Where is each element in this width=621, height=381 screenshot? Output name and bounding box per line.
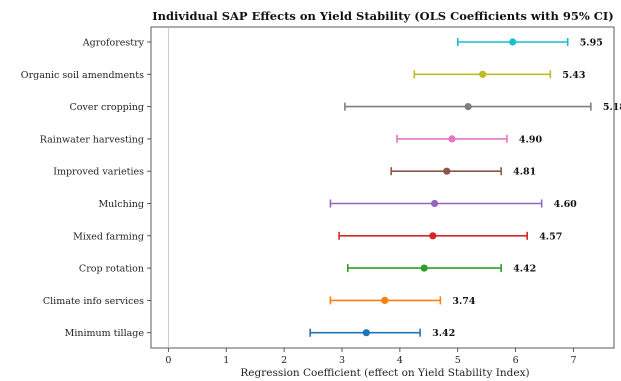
y-tick-label: Rainwater harvesting [40, 134, 144, 145]
data-label: 5.95 [580, 38, 603, 49]
coefficient-point [420, 264, 428, 272]
coefficient-point [479, 70, 487, 78]
data-label: 3.42 [432, 328, 455, 339]
data-label: 4.90 [519, 134, 543, 145]
y-tick-label: Climate info services [43, 296, 144, 307]
x-tick-label: 0 [165, 355, 171, 366]
data-label: 5.43 [562, 70, 585, 81]
x-tick-label: 6 [513, 355, 519, 366]
x-tick-label: 1 [223, 355, 229, 366]
data-label: 4.60 [554, 199, 578, 210]
y-tick-label: Agroforestry [82, 38, 145, 49]
coefficient-point [509, 38, 517, 46]
data-label: 3.74 [452, 296, 476, 307]
data-label: 4.57 [539, 231, 562, 242]
x-tick-label: 3 [339, 355, 345, 366]
plot-area: 0 1 2 3 4 5 6 7 Agroforestry 5.95 Organic soil ame… [21, 26, 621, 366]
y-tick-label: Cover cropping [69, 102, 144, 113]
x-tick-label: 5 [455, 355, 461, 366]
y-tick-label: Mulching [98, 199, 144, 210]
y-tick-label: Mixed farming [73, 231, 144, 242]
x-axis-label: Regression Coefficient (effect on Yield … [240, 367, 529, 379]
coefficient-point [448, 135, 456, 143]
coefficient-point [381, 296, 389, 304]
y-tick-label: Organic soil amendments [21, 70, 144, 81]
coefficient-point [443, 167, 451, 175]
plot-frame [150, 26, 615, 349]
data-label: 4.42 [513, 264, 536, 275]
x-tick-label: 2 [281, 355, 287, 366]
coefficient-point [464, 103, 472, 111]
y-tick-label: Improved varieties [53, 167, 144, 178]
coefficient-point [429, 232, 437, 240]
y-tick-label: Crop rotation [79, 264, 144, 275]
data-label: 4.81 [513, 167, 536, 178]
x-tick-label: 7 [570, 355, 576, 366]
coefficient-point [362, 329, 370, 337]
chart-title: Individual SAP Effects on Yield Stabilit… [152, 9, 613, 23]
coefficient-point [430, 199, 439, 208]
y-tick-label: Minimum tillage [65, 328, 145, 339]
data-label: 5.18 [603, 102, 621, 113]
x-tick-label: 4 [397, 355, 403, 366]
